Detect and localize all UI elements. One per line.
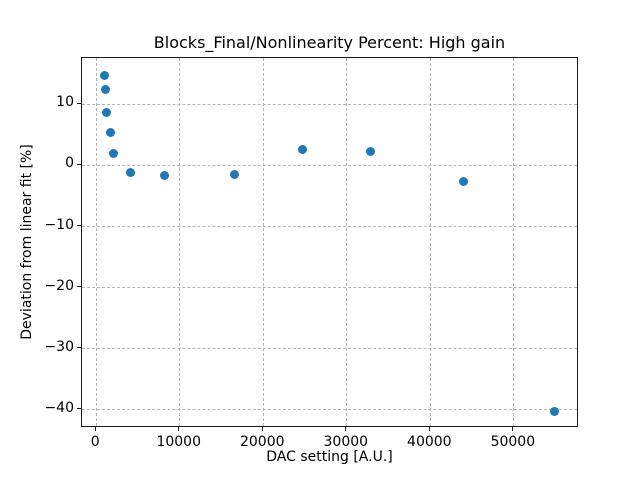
data-point	[459, 176, 469, 186]
x-tick-mark	[345, 427, 347, 431]
y-tick-label: −20	[44, 277, 74, 294]
y-gridline	[82, 226, 577, 227]
x-tick-label: 10000	[156, 434, 201, 450]
plot-area	[81, 57, 578, 427]
data-point	[366, 146, 376, 156]
y-tick-mark	[77, 286, 81, 288]
y-tick-label: −10	[44, 216, 74, 233]
x-tick-mark	[428, 427, 430, 431]
x-tick-label: 40000	[407, 434, 452, 450]
data-point	[549, 407, 559, 416]
y-gridline	[82, 348, 577, 350]
x-gridline	[429, 58, 431, 426]
data-point	[125, 167, 135, 177]
x-tick-label: 30000	[323, 434, 369, 450]
y-tick-label: −40	[44, 399, 74, 416]
y-tick-label: 0	[65, 155, 74, 172]
y-tick-mark	[77, 225, 81, 226]
x-gridline	[262, 58, 264, 426]
data-point	[159, 170, 169, 180]
x-gridline	[346, 58, 348, 426]
y-gridline	[82, 164, 577, 166]
y-axis-label: Deviation from linear fit [%]	[19, 144, 35, 340]
data-point	[100, 84, 110, 94]
data-point	[100, 70, 110, 80]
x-tick-mark	[94, 427, 96, 431]
data-point	[109, 148, 119, 158]
data-point	[298, 145, 308, 155]
y-tick-mark	[77, 408, 81, 410]
y-tick-label: −30	[44, 338, 74, 355]
y-gridline	[82, 287, 577, 289]
x-axis-label: DAC setting [A.U.]	[266, 449, 393, 465]
x-tick-label: 50000	[490, 434, 536, 450]
x-tick-mark	[261, 427, 263, 431]
data-point	[229, 169, 239, 179]
y-tick-mark	[77, 102, 81, 104]
x-gridline	[179, 58, 181, 426]
y-gridline	[82, 103, 577, 105]
y-tick-mark	[77, 347, 81, 349]
y-gridline	[82, 409, 577, 411]
x-tick-label: 0	[90, 434, 100, 450]
x-tick-label: 20000	[239, 434, 285, 450]
y-tick-mark	[77, 163, 81, 165]
x-tick-mark	[512, 427, 514, 431]
x-gridline	[95, 58, 97, 426]
y-tick-label: 10	[56, 94, 74, 111]
data-point	[102, 108, 112, 118]
data-point	[105, 127, 115, 137]
chart-title: Blocks_Final/Nonlinearity Percent: High …	[153, 33, 506, 52]
x-tick-mark	[178, 427, 180, 431]
x-gridline	[513, 58, 515, 426]
